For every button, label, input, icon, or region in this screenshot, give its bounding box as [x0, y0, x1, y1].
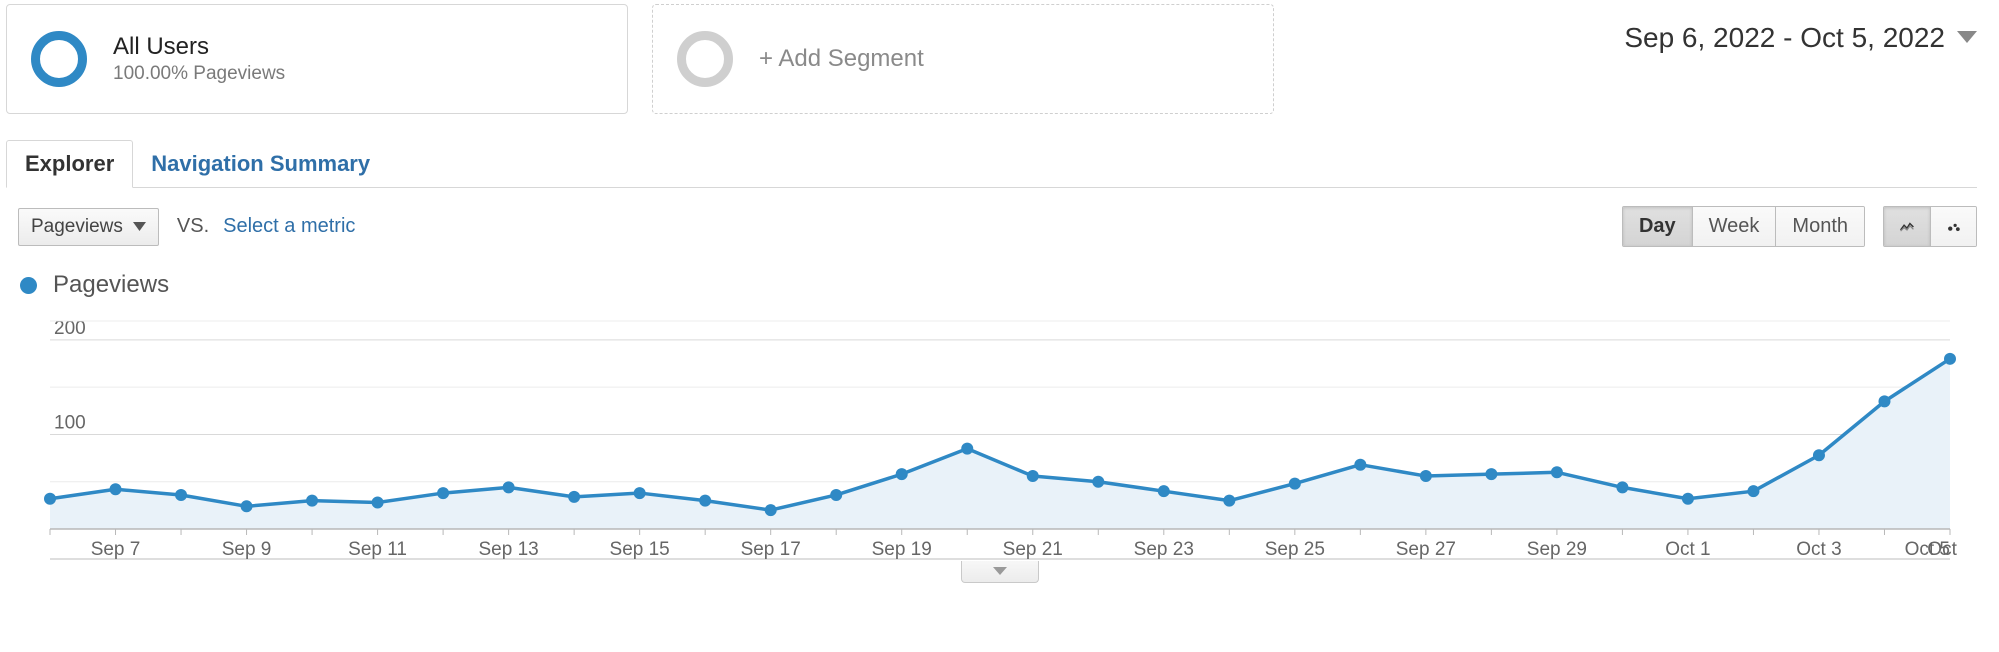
add-segment-ring-icon	[677, 31, 733, 87]
tabs-row: Explorer Navigation Summary	[6, 140, 1977, 188]
granularity-toggle: Day Week Month	[1622, 206, 1865, 247]
svg-text:100: 100	[54, 412, 86, 433]
segment-title: All Users	[113, 33, 285, 62]
chart-type-motion-button[interactable]	[1930, 207, 1976, 246]
segment-subtitle: 100.00% Pageviews	[113, 63, 285, 85]
segment-text: All Users 100.00% Pageviews	[113, 33, 285, 86]
svg-text:Sep 15: Sep 15	[610, 539, 670, 560]
granularity-day-button[interactable]: Day	[1623, 207, 1692, 246]
svg-text:Sep 29: Sep 29	[1527, 539, 1587, 560]
chevron-down-icon	[993, 567, 1007, 576]
svg-text:Sep 19: Sep 19	[872, 539, 932, 560]
svg-text:Sep 13: Sep 13	[479, 539, 539, 560]
svg-text:Sep 21: Sep 21	[1003, 539, 1063, 560]
chart-type-toggle	[1883, 206, 1977, 247]
primary-metric-select[interactable]: Pageviews	[18, 208, 159, 246]
line-chart-icon	[1900, 218, 1914, 236]
motion-chart-icon	[1947, 218, 1960, 236]
svg-text:Oct 3: Oct 3	[1796, 539, 1841, 560]
legend-label: Pageviews	[53, 271, 169, 299]
chart-legend: Pageviews	[20, 271, 1977, 299]
svg-text:Sep 27: Sep 27	[1396, 539, 1456, 560]
date-range-label: Sep 6, 2022 - Oct 5, 2022	[1624, 22, 1945, 54]
tab-navigation-summary[interactable]: Navigation Summary	[133, 141, 388, 187]
vs-label: VS.	[177, 215, 209, 238]
granularity-month-button[interactable]: Month	[1775, 207, 1864, 246]
add-segment-button[interactable]: + Add Segment	[652, 4, 1274, 114]
tab-explorer[interactable]: Explorer	[6, 140, 133, 188]
segment-all-users[interactable]: All Users 100.00% Pageviews	[6, 4, 628, 114]
svg-text:Sep 25: Sep 25	[1265, 539, 1325, 560]
segment-ring-icon	[31, 31, 87, 87]
svg-text:Sep 9: Sep 9	[222, 539, 272, 560]
add-segment-label: + Add Segment	[759, 45, 924, 73]
chart-type-line-button[interactable]	[1884, 207, 1930, 246]
legend-dot-icon	[20, 277, 37, 294]
svg-text:Sep 7: Sep 7	[91, 539, 141, 560]
svg-text:Sep 17: Sep 17	[741, 539, 801, 560]
chevron-down-icon	[1957, 31, 1977, 45]
top-row: All Users 100.00% Pageviews + Add Segmen…	[6, 4, 1977, 114]
svg-text:Oct 1: Oct 1	[1665, 539, 1710, 560]
resize-handle[interactable]	[961, 561, 1039, 583]
select-secondary-metric-link[interactable]: Select a metric	[223, 215, 355, 238]
primary-metric-label: Pageviews	[31, 216, 123, 238]
chart-container: Pageviews 100200Sep 7Sep 9Sep 11Sep 13Se…	[6, 271, 1977, 568]
granularity-week-button[interactable]: Week	[1692, 207, 1776, 246]
svg-text:Sep 11: Sep 11	[348, 539, 407, 560]
date-range-picker[interactable]: Sep 6, 2022 - Oct 5, 2022	[1624, 4, 1977, 54]
chevron-down-icon	[133, 222, 146, 231]
right-controls: Day Week Month	[1622, 206, 1977, 247]
svg-text:Sep 23: Sep 23	[1134, 539, 1194, 560]
controls-row: Pageviews VS. Select a metric Day Week M…	[6, 206, 1977, 247]
svg-text:Oct 5: Oct 5	[1905, 539, 1950, 560]
pageviews-chart[interactable]: 100200Sep 7Sep 9Sep 11Sep 13Sep 15Sep 17…	[20, 313, 1960, 563]
